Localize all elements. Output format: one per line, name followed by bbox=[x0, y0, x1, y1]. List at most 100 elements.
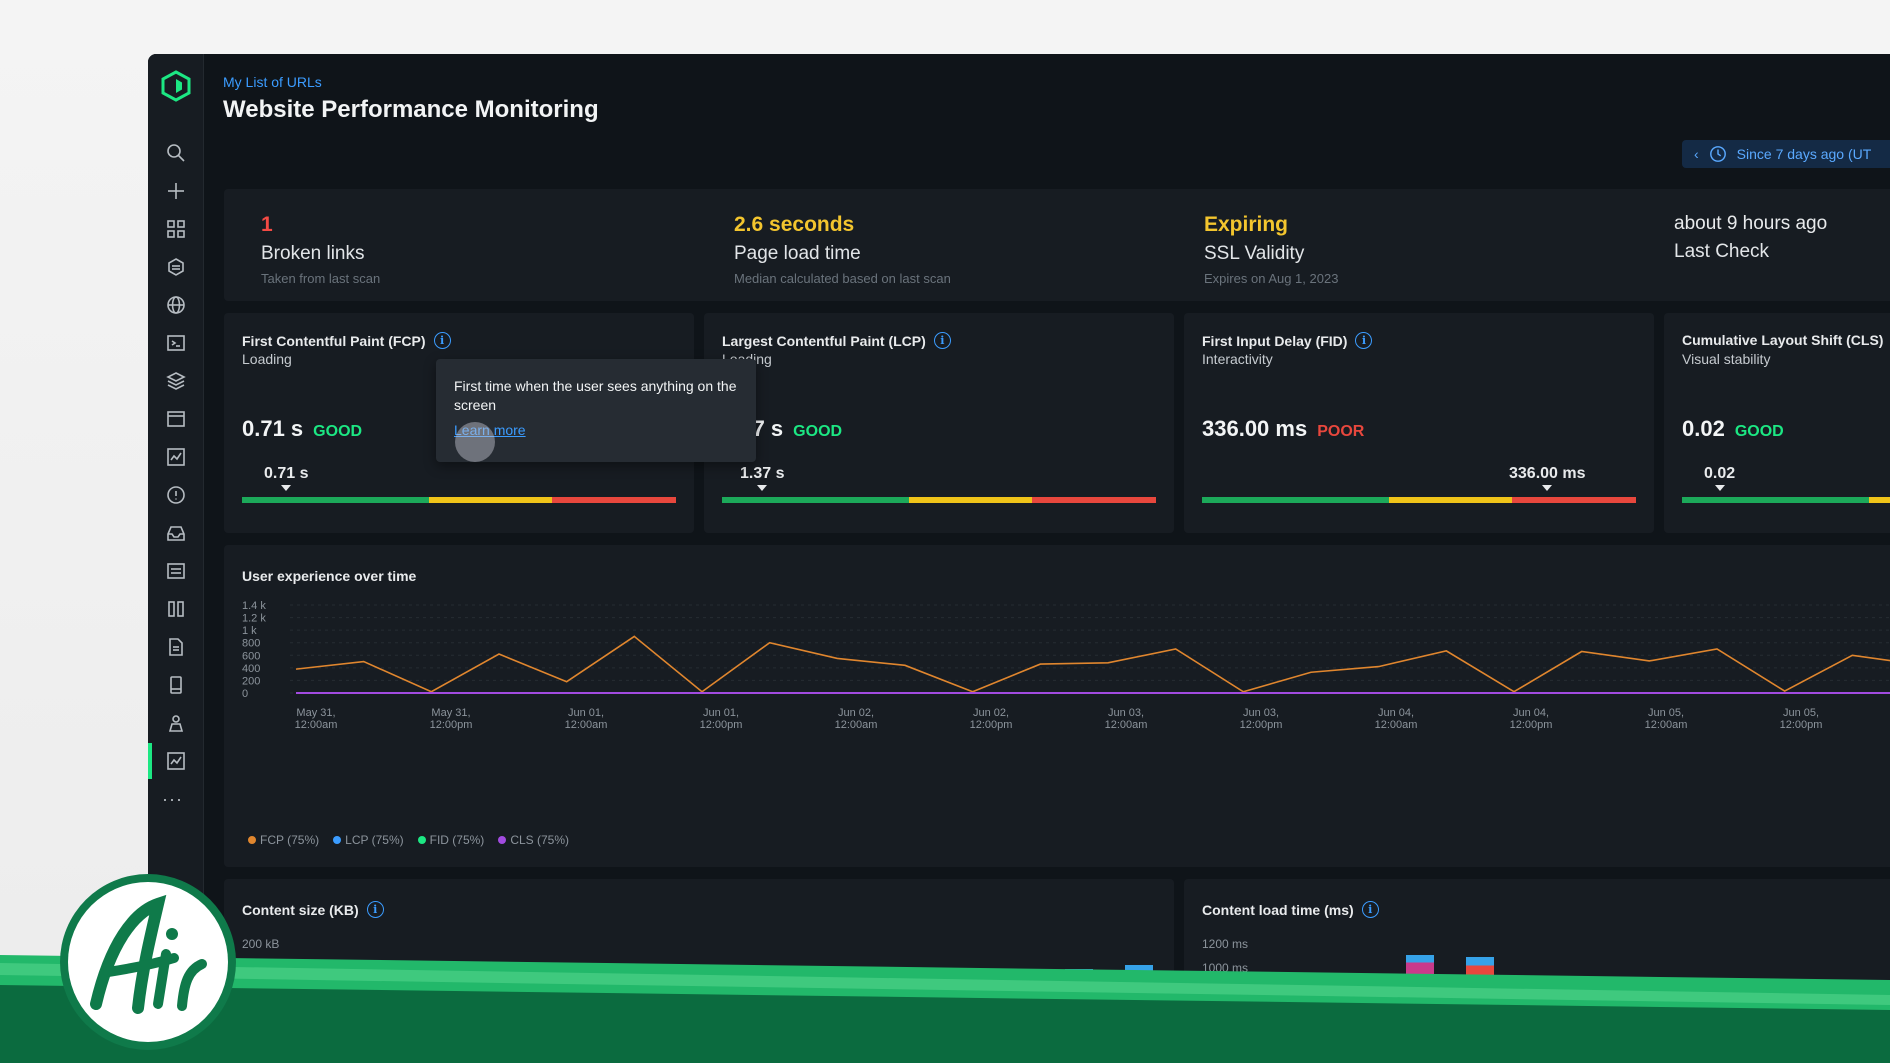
legend-dot bbox=[248, 836, 256, 844]
vital-title: First Input Delay (FID) bbox=[1202, 332, 1348, 349]
catalog-icon[interactable] bbox=[164, 597, 188, 621]
vital-rating: GOOD bbox=[793, 423, 843, 440]
vital-value: 336.00 ms bbox=[1202, 416, 1308, 441]
stacked-bar bbox=[1876, 989, 1890, 1004]
legend-item[interactable]: FID (75%) bbox=[417, 833, 484, 847]
stacked-bar bbox=[1282, 979, 1310, 1004]
mobile-icon[interactable] bbox=[164, 673, 188, 697]
dashboard-icon[interactable] bbox=[164, 445, 188, 469]
content-load-y-label: 1200 ms bbox=[1202, 937, 1249, 951]
y-tick-label: 800 bbox=[242, 638, 260, 650]
x-tick-label: 12:00am bbox=[565, 719, 608, 731]
chevron-left-icon[interactable]: ‹ bbox=[1694, 146, 1699, 162]
x-tick-label: Jun 03, bbox=[1108, 707, 1144, 719]
more-icon[interactable]: ··· bbox=[162, 789, 183, 809]
vital-marker: 1.37 s bbox=[740, 465, 784, 491]
inbox-icon[interactable] bbox=[164, 521, 188, 545]
vital-rating: GOOD bbox=[313, 423, 363, 440]
apm-icon[interactable] bbox=[164, 255, 188, 279]
performance-monitor-icon[interactable] bbox=[148, 743, 188, 779]
alert-icon[interactable] bbox=[164, 483, 188, 507]
content-size-title: Content size (KB) bbox=[242, 901, 359, 918]
fcp-tooltip: First time when the user sees anything o… bbox=[436, 359, 756, 462]
y-tick-label: 1.2 k bbox=[242, 613, 266, 625]
vital-title: Cumulative Layout Shift (CLS) bbox=[1682, 332, 1884, 348]
vital-rating: GOOD bbox=[1734, 423, 1784, 440]
vital-marker: 336.00 ms bbox=[1509, 465, 1586, 491]
vital-threshold-bar bbox=[1682, 497, 1890, 503]
clock-icon bbox=[1709, 146, 1726, 162]
legend-item[interactable]: FCP (75%) bbox=[248, 833, 319, 847]
learn-more-link[interactable]: Learn more bbox=[454, 422, 526, 438]
layers-icon[interactable] bbox=[164, 369, 188, 393]
stacked-bar bbox=[1065, 969, 1093, 1004]
info-icon[interactable]: i bbox=[433, 332, 451, 349]
kpi-value: 1 bbox=[261, 213, 273, 236]
x-tick-label: 12:00pm bbox=[1240, 719, 1283, 731]
vital-card-cls: Cumulative Layout Shift (CLS) Visual sta… bbox=[1664, 313, 1890, 533]
kpi-label: SSL Validity bbox=[1204, 243, 1305, 264]
kpi-last-check: about 9 hours ago Last Check bbox=[1674, 213, 1827, 263]
breadcrumb[interactable]: My List of URLs bbox=[223, 74, 322, 90]
kpi-sub: Median calculated based on last scan bbox=[734, 271, 951, 286]
mouse-cursor bbox=[455, 422, 495, 462]
kpi-broken-links: 1 Broken links Taken from last scan bbox=[261, 213, 380, 286]
x-tick-label: Jun 04, bbox=[1513, 707, 1549, 719]
vital-value: 0.02 bbox=[1682, 416, 1725, 441]
stacked-bar bbox=[1774, 983, 1802, 1004]
legend-item[interactable]: CLS (75%) bbox=[498, 833, 569, 847]
info-icon[interactable]: i bbox=[1361, 901, 1379, 918]
x-tick-label: Jun 01, bbox=[568, 707, 604, 719]
x-tick-label: 12:00am bbox=[1375, 719, 1418, 731]
x-tick-label: Jun 02, bbox=[838, 707, 874, 719]
content-load-panel: Content load time (ms) i 1200 ms 1000 ms … bbox=[1184, 879, 1890, 1063]
terminal-icon[interactable] bbox=[164, 331, 188, 355]
vital-threshold-bar bbox=[1202, 497, 1636, 503]
search-icon[interactable] bbox=[164, 141, 188, 165]
vital-value: 0.71 s bbox=[242, 416, 304, 441]
logs-icon[interactable] bbox=[164, 559, 188, 583]
vital-title: Largest Contentful Paint (LCP) bbox=[722, 332, 926, 349]
content-load-y-label: 1000 ms bbox=[1202, 961, 1249, 975]
globe-icon[interactable] bbox=[164, 293, 188, 317]
y-tick-label: 1 k bbox=[242, 625, 257, 637]
new-relic-logo-icon[interactable] bbox=[161, 70, 191, 102]
vital-rating: POOR bbox=[1317, 423, 1365, 440]
y-tick-label: 600 bbox=[242, 650, 260, 662]
browser-icon[interactable] bbox=[164, 407, 188, 431]
vital-title: First Contentful Paint (FCP) bbox=[242, 332, 426, 349]
user-icon[interactable] bbox=[164, 711, 188, 735]
y-tick-label: 0 bbox=[242, 688, 248, 700]
page-title: Website Performance Monitoring bbox=[223, 96, 599, 123]
x-tick-label: Jun 04, bbox=[1378, 707, 1414, 719]
x-tick-label: May 31, bbox=[431, 707, 470, 719]
chart-title: User experience over time bbox=[242, 568, 417, 584]
stacked-bar bbox=[1654, 989, 1682, 1004]
stacked-bar bbox=[1466, 957, 1494, 1004]
kpi-ssl-validity: Expiring SSL Validity Expires on Aug 1, … bbox=[1204, 213, 1338, 286]
series-line-fcp bbox=[295, 635, 1890, 693]
legend-item[interactable]: LCP (75%) bbox=[333, 833, 404, 847]
time-picker[interactable]: ‹ Since 7 days ago (UT bbox=[1682, 140, 1890, 168]
x-tick-label: 12:00am bbox=[295, 719, 338, 731]
stacked-bar bbox=[1125, 965, 1153, 1004]
summary-panel: 1 Broken links Taken from last scan 2.6 … bbox=[224, 189, 1890, 301]
document-icon[interactable] bbox=[164, 635, 188, 659]
apps-grid-icon[interactable] bbox=[164, 217, 188, 241]
add-icon[interactable] bbox=[164, 179, 188, 203]
air-logo-icon bbox=[60, 874, 236, 1050]
kpi-value: about 9 hours ago bbox=[1674, 213, 1828, 234]
x-tick-label: Jun 05, bbox=[1648, 707, 1684, 719]
y-tick-label: 400 bbox=[242, 663, 260, 675]
x-tick-label: 12:00pm bbox=[970, 719, 1013, 731]
x-tick-label: 12:00pm bbox=[430, 719, 473, 731]
info-icon[interactable]: i bbox=[1355, 332, 1373, 349]
vital-card-lcp: Largest Contentful Paint (LCP)i Loading … bbox=[704, 313, 1174, 533]
x-tick-label: 12:00pm bbox=[700, 719, 743, 731]
kpi-value: 2.6 seconds bbox=[734, 213, 855, 236]
info-icon[interactable]: i bbox=[366, 901, 384, 918]
kpi-value: Expiring bbox=[1204, 213, 1289, 236]
info-icon[interactable]: i bbox=[933, 332, 951, 349]
